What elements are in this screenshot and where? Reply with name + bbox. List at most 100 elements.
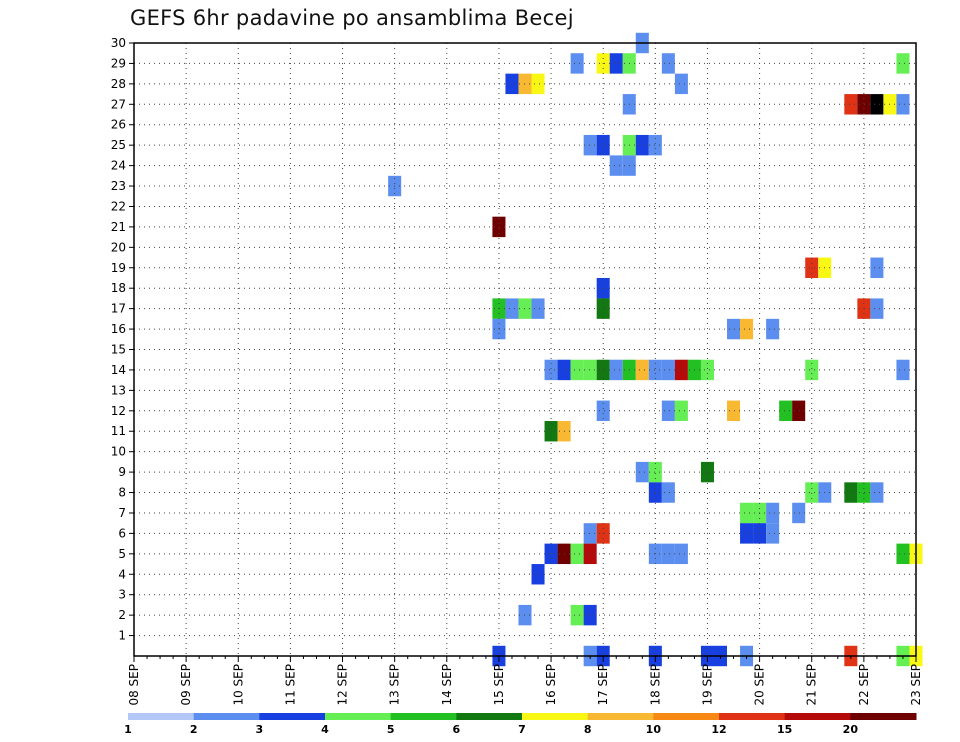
x-tick-label: 19 SEP bbox=[700, 664, 714, 706]
heatmap-cell bbox=[635, 359, 649, 381]
x-tick-label: 18 SEP bbox=[648, 664, 662, 706]
colorbar-label: 8 bbox=[584, 723, 592, 736]
y-tick-label: 23 bbox=[111, 179, 126, 193]
colorbar-swatch bbox=[850, 713, 917, 720]
y-tick-label: 4 bbox=[118, 567, 126, 581]
y-tick-label: 2 bbox=[118, 608, 126, 622]
heatmap-cell bbox=[674, 73, 688, 95]
heatmap-cell bbox=[596, 134, 610, 156]
colorbar-swatch bbox=[259, 713, 326, 720]
colorbar-swatch bbox=[719, 713, 786, 720]
heatmap-cell bbox=[727, 400, 741, 422]
colorbar-swatch bbox=[587, 713, 654, 720]
heatmap-cell bbox=[896, 359, 910, 381]
y-tick-label: 19 bbox=[111, 261, 126, 275]
heatmap-cell bbox=[870, 257, 884, 278]
heatmap-cell bbox=[700, 461, 714, 483]
heatmap-cells bbox=[388, 32, 923, 667]
y-tick-label: 29 bbox=[111, 56, 126, 70]
heatmap-cell bbox=[648, 134, 662, 156]
colorbar-label: 7 bbox=[518, 723, 526, 736]
y-tick-label: 13 bbox=[111, 383, 126, 397]
colorbar-label: 20 bbox=[843, 723, 859, 736]
x-tick-label: 21 SEP bbox=[805, 664, 819, 706]
heatmap-cell bbox=[870, 94, 884, 115]
heatmap-cell bbox=[792, 400, 806, 422]
heatmap-cell bbox=[505, 298, 519, 319]
colorbar-label: 5 bbox=[387, 723, 395, 736]
y-tick-label: 8 bbox=[118, 486, 126, 500]
y-tick-label: 12 bbox=[111, 404, 126, 418]
colorbar-label: 2 bbox=[190, 723, 198, 736]
heatmap-cell bbox=[596, 359, 610, 381]
heatmap-cell bbox=[700, 359, 714, 381]
heatmap-cell bbox=[609, 359, 623, 381]
y-tick-label: 5 bbox=[118, 547, 126, 561]
colorbar-label: 12 bbox=[711, 723, 726, 736]
heatmap-cell bbox=[779, 400, 793, 422]
y-tick-label: 27 bbox=[111, 97, 126, 111]
x-tick-label: 11 SEP bbox=[283, 664, 297, 706]
heatmap-cell bbox=[544, 421, 558, 442]
x-tick-label: 17 SEP bbox=[596, 664, 610, 706]
gridlines bbox=[134, 43, 916, 656]
x-tick-label: 23 SEP bbox=[909, 664, 923, 706]
heatmap-cell bbox=[544, 359, 558, 381]
x-tick-label: 22 SEP bbox=[857, 664, 871, 706]
colorbar-swatch bbox=[522, 713, 589, 720]
colorbar-label: 15 bbox=[777, 723, 792, 736]
y-tick-label: 10 bbox=[111, 445, 126, 459]
x-tick-label: 15 SEP bbox=[492, 664, 506, 706]
colorbar-label: 6 bbox=[453, 723, 461, 736]
heatmap-cell bbox=[583, 543, 597, 565]
x-tick-label: 16 SEP bbox=[544, 664, 558, 706]
heatmap-cell bbox=[609, 53, 623, 74]
colorbar-swatch bbox=[456, 713, 523, 720]
heatmap-cell bbox=[766, 318, 780, 340]
colorbar-swatch bbox=[390, 713, 457, 720]
heatmap-cell bbox=[635, 134, 649, 156]
y-axis-tick-labels: 1234567891011121314151617181920212223242… bbox=[111, 36, 126, 643]
y-tick-label: 9 bbox=[118, 465, 126, 479]
heatmap-cell bbox=[766, 523, 780, 544]
heatmap-cell bbox=[805, 257, 819, 278]
heatmap-cell bbox=[648, 461, 662, 483]
heatmap-cell bbox=[740, 318, 754, 340]
heatmap-cell bbox=[661, 543, 675, 565]
y-tick-label: 28 bbox=[111, 77, 126, 91]
colorbar-swatch bbox=[784, 713, 851, 720]
heatmap-cell bbox=[492, 318, 506, 340]
heatmap-cell bbox=[492, 216, 506, 238]
heatmap-cell bbox=[661, 482, 675, 503]
y-tick-label: 30 bbox=[111, 36, 126, 50]
heatmap-cell bbox=[870, 482, 884, 503]
heatmap-cell bbox=[609, 155, 623, 176]
y-tick-label: 15 bbox=[111, 343, 126, 357]
heatmap-cell bbox=[857, 482, 871, 503]
heatmap-cell bbox=[792, 502, 806, 524]
chart-title: GEFS 6hr padavine po ansamblima Becej bbox=[130, 6, 574, 30]
heatmap-cell bbox=[740, 502, 754, 524]
colorbar-label: 3 bbox=[256, 723, 264, 736]
y-tick-label: 24 bbox=[111, 159, 126, 173]
x-tick-label: 09 SEP bbox=[179, 664, 193, 706]
heatmap-cell bbox=[740, 523, 754, 544]
heatmap-cell bbox=[674, 543, 688, 565]
heatmap-cell bbox=[583, 359, 597, 381]
heatmap-cell bbox=[570, 359, 584, 381]
heatmap-cell bbox=[674, 359, 688, 381]
heatmap-cell bbox=[583, 604, 597, 626]
y-tick-label: 22 bbox=[111, 199, 126, 213]
heatmap-cell bbox=[531, 564, 545, 585]
heatmap-cell bbox=[531, 298, 545, 319]
heatmap-cell bbox=[531, 73, 545, 95]
colorbar-label: 1 bbox=[124, 723, 132, 736]
x-tick-label: 08 SEP bbox=[127, 664, 141, 706]
y-tick-label: 20 bbox=[111, 240, 126, 254]
y-tick-label: 25 bbox=[111, 138, 126, 152]
heatmap-cell bbox=[505, 73, 519, 95]
y-tick-label: 17 bbox=[111, 302, 126, 316]
heatmap-cell bbox=[583, 523, 597, 544]
colorbar-swatch bbox=[193, 713, 260, 720]
